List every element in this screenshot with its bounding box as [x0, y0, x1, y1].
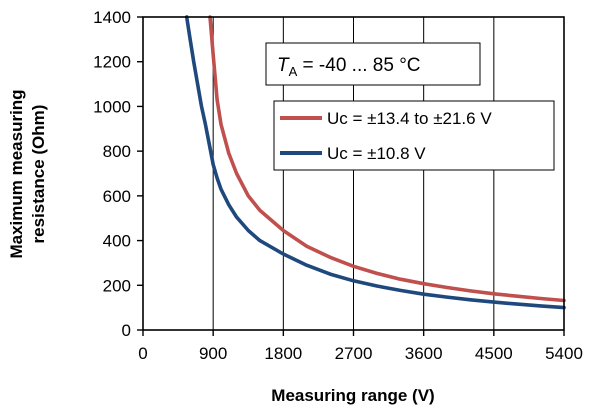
- series-line-red: [208, 15, 566, 303]
- temperature-annotation: TA = -40 ... 85 °C: [265, 42, 481, 86]
- annotation-box: [265, 42, 481, 86]
- x-tick-label: 4500: [475, 344, 513, 363]
- x-tick-label: 5400: [545, 344, 583, 363]
- tick-labels: 0 900 1800 2700 3600 4500 5400 0 200 400 600 800 100…: [93, 8, 583, 363]
- x-tick-label: 1800: [264, 344, 302, 363]
- y-tick-label: 800: [103, 142, 131, 161]
- legend-box: [273, 100, 555, 171]
- series-layer: [184, 15, 566, 310]
- annotation-subscript: A: [289, 64, 298, 79]
- annotation-italic-t: T: [277, 55, 290, 76]
- y-axis-title-line2: resistance (Ohm): [29, 105, 48, 244]
- y-axis-title-line1: Maximum measuring: [7, 89, 26, 258]
- ticks: [137, 16, 565, 336]
- y-tick-label: 200: [103, 276, 131, 295]
- annotation-range: = -40 ... 85 °C: [297, 55, 420, 76]
- y-tick-label: 1200: [93, 53, 131, 72]
- y-tick-label: 1000: [93, 97, 131, 116]
- x-tick-label: 3600: [405, 344, 443, 363]
- legend: Uc = ±13.4 to ±21.6 V Uc = ±10.8 V: [273, 100, 555, 171]
- x-tick-label: 2700: [335, 344, 373, 363]
- x-tick-label: 900: [199, 344, 227, 363]
- y-tick-label: 1400: [93, 8, 131, 27]
- y-tick-label: 400: [103, 232, 131, 251]
- x-tick-label: 0: [138, 344, 147, 363]
- annotation-text: TA = -40 ... 85 °C: [277, 55, 421, 79]
- series-line-blue: [184, 15, 566, 310]
- y-tick-label: 0: [122, 321, 131, 340]
- legend-label-red: Uc = ±13.4 to ±21.6 V: [327, 109, 492, 128]
- legend-label-blue: Uc = ±10.8 V: [327, 144, 426, 163]
- x-axis-title: Measuring range (V): [271, 386, 434, 405]
- y-tick-label: 600: [103, 187, 131, 206]
